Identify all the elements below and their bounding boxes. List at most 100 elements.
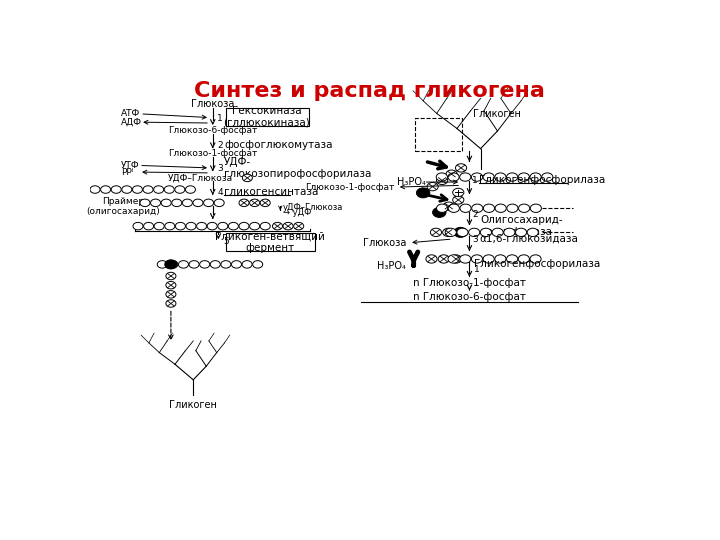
Circle shape — [495, 173, 506, 181]
Circle shape — [469, 228, 480, 237]
Circle shape — [416, 188, 430, 198]
Text: УТФ: УТФ — [121, 161, 139, 170]
Text: 1: 1 — [217, 114, 223, 123]
Circle shape — [527, 228, 539, 237]
Text: H₃PO₄: H₃PO₄ — [377, 261, 406, 272]
Circle shape — [231, 261, 241, 268]
Circle shape — [507, 173, 518, 181]
Circle shape — [153, 186, 163, 193]
Circle shape — [453, 196, 464, 204]
Circle shape — [179, 261, 189, 268]
Circle shape — [483, 173, 494, 181]
Circle shape — [154, 222, 164, 230]
Text: 4: 4 — [217, 187, 223, 197]
Circle shape — [204, 199, 214, 207]
Circle shape — [239, 222, 249, 230]
Circle shape — [495, 255, 506, 263]
Circle shape — [157, 261, 167, 268]
Circle shape — [182, 199, 192, 207]
Circle shape — [111, 186, 121, 193]
Circle shape — [507, 255, 518, 263]
Circle shape — [453, 188, 464, 197]
Text: Праймер
(олигосахарид): Праймер (олигосахарид) — [86, 197, 161, 216]
Circle shape — [79, 186, 89, 193]
Circle shape — [164, 186, 174, 193]
Circle shape — [492, 228, 503, 237]
Circle shape — [495, 204, 506, 212]
Circle shape — [443, 228, 454, 237]
Text: Гликогенфосфорилаза: Гликогенфосфорилаза — [480, 176, 606, 185]
Circle shape — [239, 199, 249, 207]
Circle shape — [143, 222, 153, 230]
FancyBboxPatch shape — [226, 233, 315, 252]
Circle shape — [217, 222, 228, 230]
Circle shape — [166, 272, 176, 280]
Circle shape — [90, 186, 100, 193]
Circle shape — [472, 255, 482, 263]
Circle shape — [199, 261, 210, 268]
Circle shape — [444, 202, 454, 211]
Circle shape — [483, 204, 495, 212]
Circle shape — [161, 199, 171, 207]
Circle shape — [283, 222, 293, 230]
Circle shape — [480, 228, 492, 237]
Text: 3: 3 — [472, 234, 478, 244]
Text: 5: 5 — [222, 238, 228, 246]
Circle shape — [165, 260, 177, 269]
Circle shape — [504, 228, 515, 237]
Circle shape — [101, 186, 111, 193]
Circle shape — [445, 228, 456, 237]
Circle shape — [186, 222, 196, 230]
Circle shape — [214, 199, 224, 207]
Circle shape — [260, 222, 270, 230]
Text: H₃PO₄: H₃PO₄ — [397, 177, 426, 187]
Circle shape — [272, 222, 282, 230]
Circle shape — [207, 222, 217, 230]
Circle shape — [518, 173, 529, 181]
Text: 1: 1 — [474, 265, 480, 274]
Text: УДФ-
глюкозопирофосфорилаза: УДФ- глюкозопирофосфорилаза — [224, 157, 372, 179]
Circle shape — [436, 173, 447, 181]
Text: Гликоген-ветвящий
фермент: Гликоген-ветвящий фермент — [215, 232, 325, 253]
Circle shape — [438, 255, 449, 263]
Text: 3: 3 — [217, 164, 223, 173]
Circle shape — [168, 261, 178, 268]
Circle shape — [132, 186, 143, 193]
Text: n Глюкозо-1-фосфат: n Глюкозо-1-фосфат — [413, 278, 526, 288]
Circle shape — [133, 222, 143, 230]
Circle shape — [530, 204, 541, 212]
Circle shape — [436, 204, 448, 212]
Circle shape — [431, 228, 441, 237]
FancyBboxPatch shape — [226, 108, 310, 126]
Circle shape — [516, 228, 526, 237]
Circle shape — [186, 186, 195, 193]
Circle shape — [448, 255, 459, 263]
Text: 1: 1 — [472, 176, 478, 185]
Text: 2: 2 — [472, 210, 478, 219]
Text: Глюкозо-1-фосфат: Глюкозо-1-фосфат — [168, 149, 258, 158]
Text: гликогенсинтаза: гликогенсинтаза — [224, 187, 318, 197]
Circle shape — [449, 204, 459, 212]
Circle shape — [451, 255, 462, 263]
Circle shape — [294, 222, 304, 230]
Circle shape — [454, 227, 467, 238]
Circle shape — [166, 281, 176, 289]
Circle shape — [165, 222, 175, 230]
Text: фосфоглюкомутаза: фосфоглюкомутаза — [224, 140, 333, 151]
Text: Олигосахарид-
трансфераза: Олигосахарид- трансфераза — [481, 215, 563, 237]
Circle shape — [122, 186, 132, 193]
Circle shape — [250, 222, 260, 230]
Circle shape — [483, 255, 494, 263]
Text: Гексокиназа
(гллюкокиназа): Гексокиназа (гллюкокиназа) — [223, 106, 310, 128]
Circle shape — [459, 173, 471, 181]
Circle shape — [193, 199, 203, 207]
Circle shape — [210, 261, 220, 268]
Circle shape — [427, 183, 438, 191]
Circle shape — [530, 255, 541, 263]
Circle shape — [433, 207, 446, 218]
Circle shape — [175, 186, 185, 193]
Circle shape — [472, 173, 482, 181]
Circle shape — [172, 199, 181, 207]
Circle shape — [140, 199, 150, 207]
Text: → уДФ: → уДФ — [282, 208, 311, 217]
